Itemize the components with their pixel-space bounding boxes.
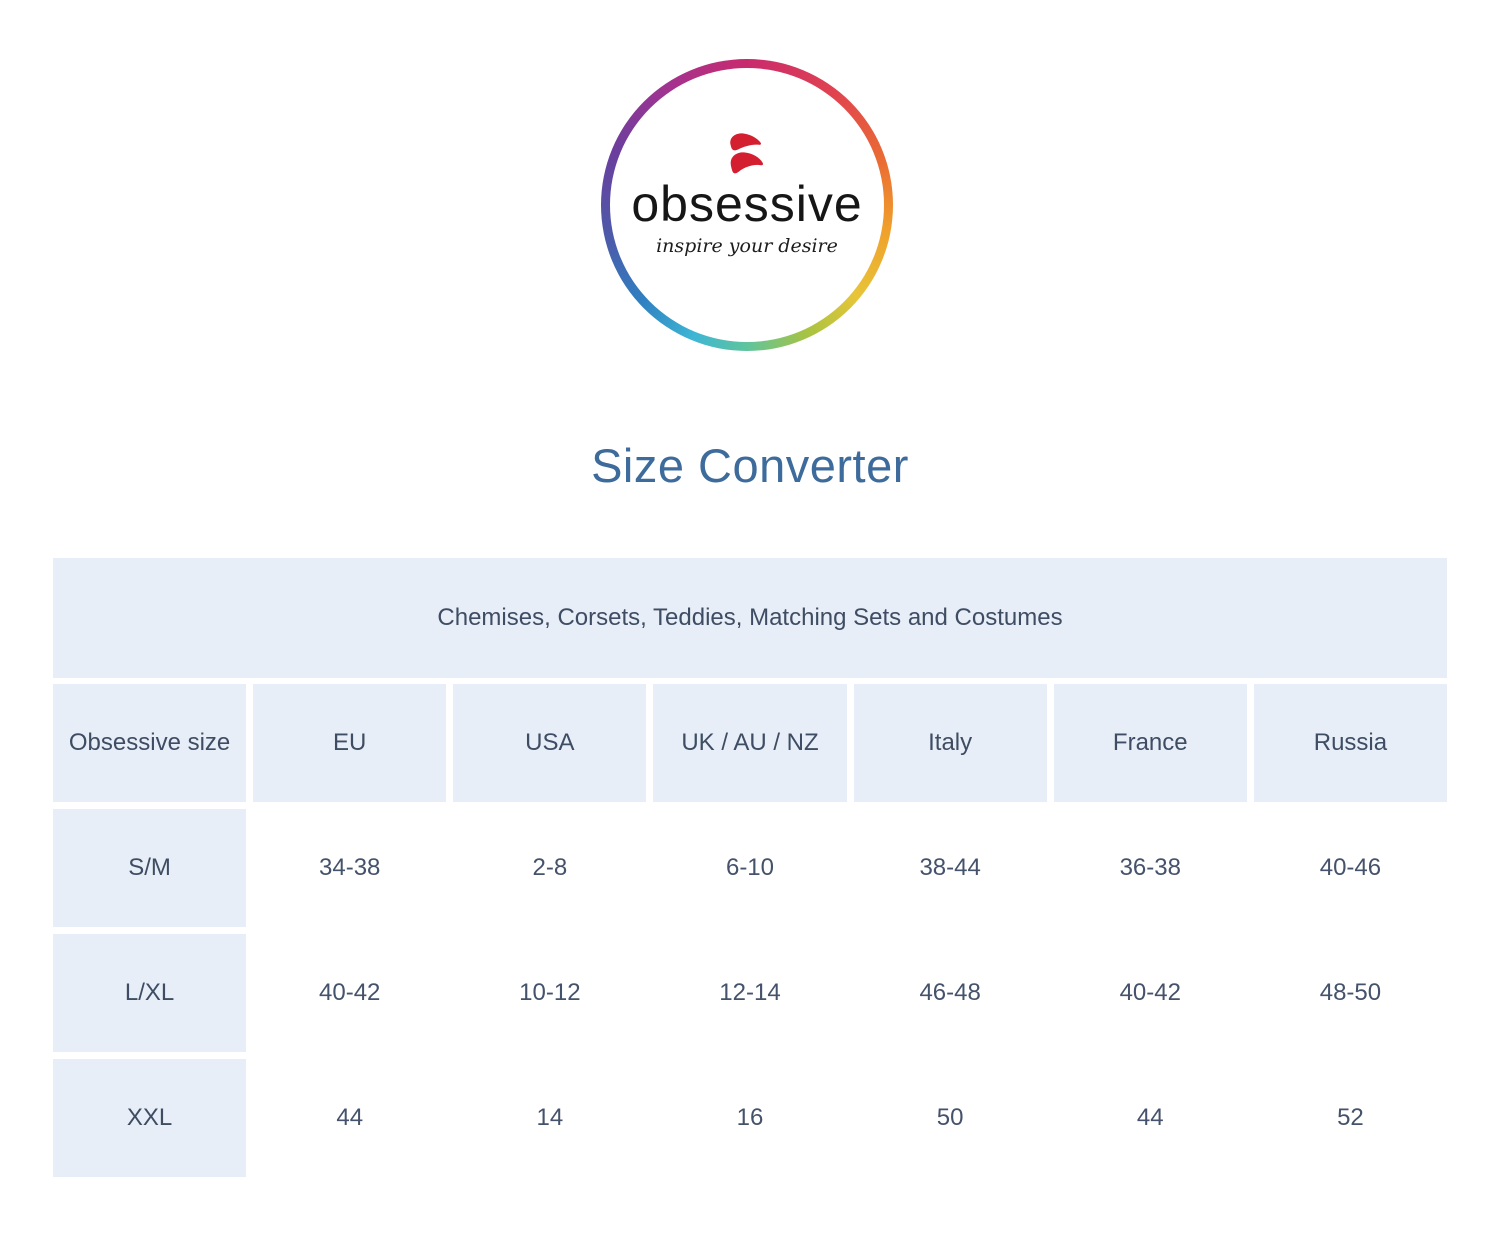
size-converter-table: Chemises, Corsets, Teddies, Matching Set… [53,558,1447,1177]
table-caption: Chemises, Corsets, Teddies, Matching Set… [53,558,1447,678]
table-cell: 50 [853,1059,1047,1177]
table-cell: 44 [253,1059,447,1177]
table-row: S/M 34-38 2-8 6-10 38-44 36-38 40-46 [53,809,1447,927]
column-header-france: France [1053,684,1247,802]
table-cell: 46-48 [853,934,1047,1052]
table-cell: 52 [1253,1059,1447,1177]
table-cell: 14 [453,1059,647,1177]
table-cell: 40-42 [253,934,447,1052]
table-cell: 44 [1053,1059,1247,1177]
table-header-row: Obsessive size EU USA UK / AU / NZ Italy… [53,684,1447,802]
column-header-obsessive-size: Obsessive size [53,684,247,802]
ring-inner-disc [610,68,884,342]
brand-logo: obsessive inspire your desire [601,59,893,351]
column-header-italy: Italy [853,684,1047,802]
table-row: XXL 44 14 16 50 44 52 [53,1059,1447,1177]
brand-name: obsessive [631,176,863,232]
column-header-eu: EU [253,684,447,802]
column-header-uk-au-nz: UK / AU / NZ [653,684,847,802]
table-cell: 36-38 [1053,809,1247,927]
brand-tagline: inspire your desire [656,235,838,257]
table-cell: 40-42 [1053,934,1247,1052]
row-label: S/M [53,809,247,927]
table-cell: 10-12 [453,934,647,1052]
table-cell: 2-8 [453,809,647,927]
logo-content: obsessive inspire your desire [601,59,893,351]
flame-icon [730,133,763,174]
table-caption-text: Chemises, Corsets, Teddies, Matching Set… [437,604,1063,631]
column-header-usa: USA [453,684,647,802]
table-cell: 48-50 [1253,934,1447,1052]
row-label: XXL [53,1059,247,1177]
table-row: L/XL 40-42 10-12 12-14 46-48 40-42 48-50 [53,934,1447,1052]
table-cell: 34-38 [253,809,447,927]
table-cell: 12-14 [653,934,847,1052]
table-cell: 16 [653,1059,847,1177]
row-label: L/XL [53,934,247,1052]
page-title: Size Converter [591,439,909,492]
table-cell: 40-46 [1253,809,1447,927]
column-header-russia: Russia [1253,684,1447,802]
table-cell: 38-44 [853,809,1047,927]
table-cell: 6-10 [653,809,847,927]
